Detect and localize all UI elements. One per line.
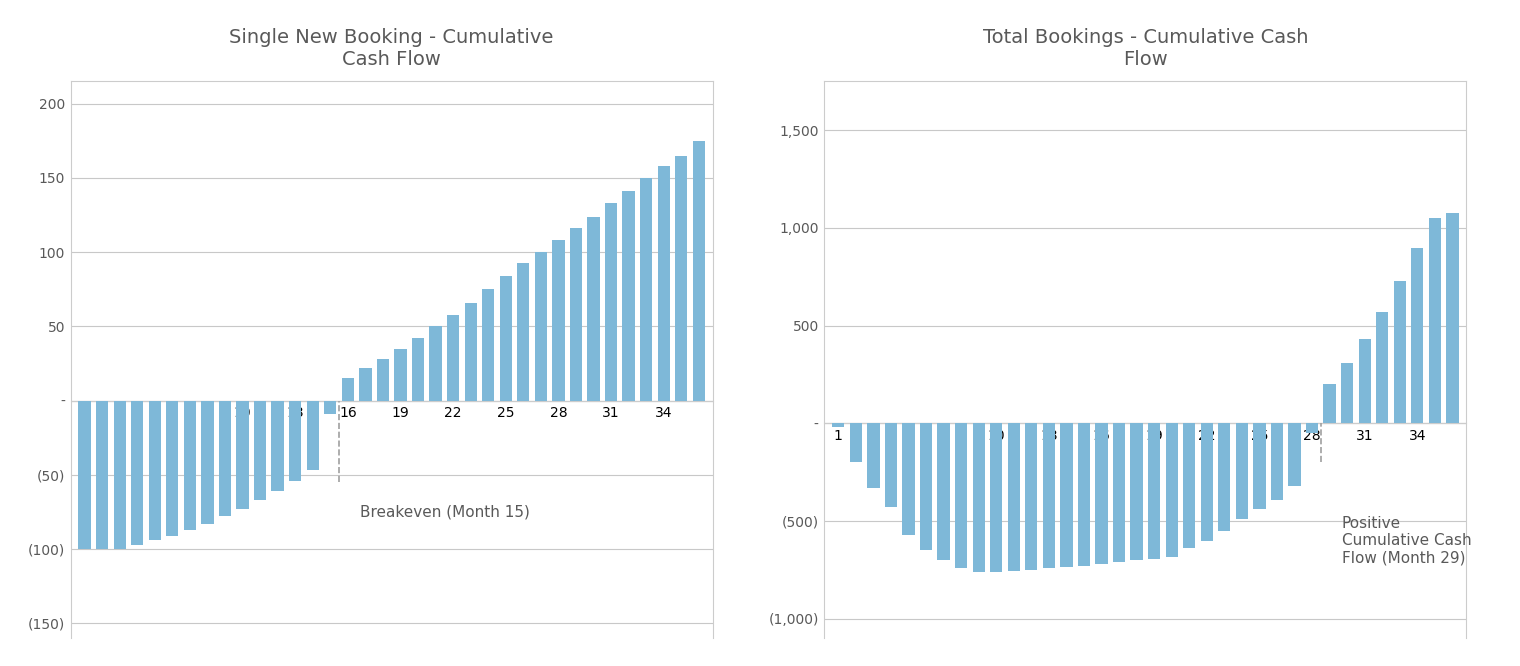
Bar [955,424,967,568]
Bar [1061,424,1073,567]
Bar [166,401,178,535]
Bar [149,401,161,540]
Bar [1078,424,1090,566]
Bar [1131,424,1143,560]
Title: Total Bookings - Cumulative Cash
Flow: Total Bookings - Cumulative Cash Flow [982,28,1309,69]
Bar [96,401,108,549]
Bar [1289,424,1301,486]
Bar [79,401,91,549]
Bar [1359,339,1371,424]
Bar [1341,363,1353,424]
Bar [570,228,582,401]
Bar [482,289,494,401]
Bar [1008,424,1020,571]
Bar [272,401,284,492]
Bar [1183,424,1195,548]
Text: Breakeven (Month 15): Breakeven (Month 15) [360,505,530,519]
Bar [131,401,143,545]
Bar [430,326,442,401]
Bar [500,276,512,401]
Bar [1394,280,1406,424]
Bar [903,424,915,535]
Bar [850,424,862,462]
Bar [1024,424,1038,570]
Bar [605,203,617,401]
Text: Positive
Cumulative Cash
Flow (Month 29): Positive Cumulative Cash Flow (Month 29) [1342,515,1471,565]
Bar [184,401,196,530]
Bar [1254,424,1266,509]
Bar [1043,424,1055,568]
Bar [622,191,635,401]
Bar [289,401,301,481]
Bar [920,424,932,550]
Bar [1447,213,1459,424]
Bar [114,401,126,549]
Bar [552,240,564,401]
Bar [1411,248,1424,424]
Bar [201,401,214,524]
Bar [675,156,687,401]
Bar [1324,384,1336,424]
Bar [465,302,477,401]
Bar [1236,424,1248,519]
Bar [640,178,652,401]
Bar [885,424,897,507]
Bar [1113,424,1125,562]
Bar [307,401,319,470]
Bar [237,401,249,509]
Bar [658,166,670,401]
Bar [1096,424,1108,564]
Bar [831,424,845,427]
Bar [342,378,354,401]
Bar [219,401,231,516]
Bar [693,141,705,401]
Bar [1376,312,1388,424]
Bar [1429,218,1441,424]
Bar [359,368,371,401]
Title: Single New Booking - Cumulative
Cash Flow: Single New Booking - Cumulative Cash Flo… [230,28,553,69]
Bar [377,359,389,401]
Bar [1271,424,1283,500]
Bar [517,262,529,401]
Bar [535,252,547,401]
Bar [412,338,424,401]
Bar [394,349,406,401]
Bar [868,424,880,488]
Bar [1218,424,1231,531]
Bar [1201,424,1213,541]
Bar [254,401,266,500]
Bar [1306,424,1318,433]
Bar [938,424,950,560]
Bar [587,216,599,401]
Bar [973,424,985,572]
Bar [447,314,459,401]
Bar [1148,424,1160,559]
Bar [324,401,336,414]
Bar [990,424,1002,572]
Bar [1166,424,1178,557]
